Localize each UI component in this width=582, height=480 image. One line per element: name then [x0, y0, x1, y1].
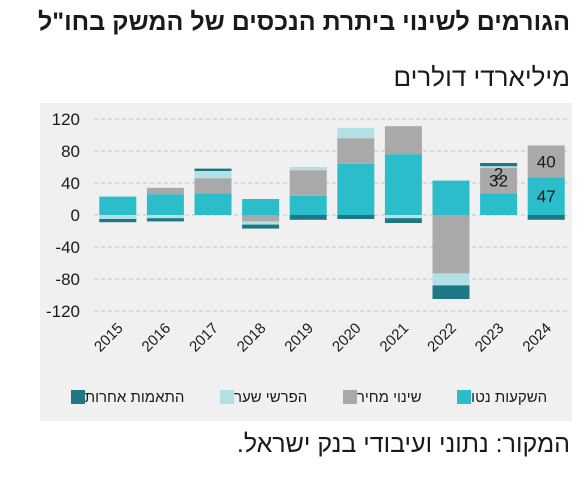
y-tick-label: 40	[61, 174, 80, 193]
bar-segment	[384, 215, 422, 219]
legend-label: שינוי מחיר	[356, 388, 422, 406]
data-label: 40	[537, 152, 556, 171]
legend-swatch	[70, 390, 85, 404]
bar-segment	[289, 170, 327, 196]
x-tick-label: 2019	[281, 320, 317, 356]
bar-segment	[99, 196, 137, 215]
legend-swatch	[219, 390, 234, 404]
bar-segment	[480, 166, 518, 168]
y-tick-label: -120	[46, 302, 80, 321]
bar-segment	[289, 215, 327, 220]
bar-segment	[432, 285, 470, 299]
x-tick-label: 2020	[329, 320, 365, 356]
bar-segment	[289, 195, 327, 215]
bar-segment	[146, 187, 184, 195]
bar-segment	[242, 221, 280, 225]
y-tick-label: 0	[71, 206, 80, 225]
x-tick-label: 2024	[519, 320, 555, 356]
bar-segment	[480, 167, 518, 194]
x-tick-label: 2021	[377, 320, 413, 356]
y-tick-label: -80	[55, 270, 80, 289]
bar-segment	[194, 178, 232, 194]
bar-segment	[480, 193, 518, 215]
legend-item: התאמות אחרות	[65, 388, 185, 406]
bar-segment	[527, 145, 565, 178]
legend-item: השקעות נטו	[451, 389, 547, 406]
legend-label: התאמות אחרות	[84, 388, 185, 406]
bar-segment	[194, 193, 232, 215]
chart-legend: השקעות נטו שינוי מחיר הפרשי שער התאמות אחרו…	[40, 382, 572, 412]
bar-segment	[527, 215, 565, 220]
bar-segment	[384, 126, 422, 155]
bar-segment	[384, 218, 422, 223]
x-tick-label: 2023	[472, 320, 508, 356]
bar-segment	[432, 273, 470, 286]
bar-segment	[146, 194, 184, 215]
bar-segment	[480, 163, 518, 167]
bar-segment	[337, 163, 375, 215]
x-tick-label: 2017	[186, 320, 222, 356]
bar-segment	[146, 218, 184, 222]
data-label: 32	[489, 172, 508, 191]
bar-segment	[384, 154, 422, 215]
x-tick-label: 2022	[424, 320, 460, 356]
chart-subtitle: מיליארדי דולרים	[393, 62, 570, 92]
source-note: המקור: נתוני ועיבודי בנק ישראל.	[236, 430, 570, 458]
bar-segment	[527, 177, 565, 215]
bar-segment	[146, 215, 184, 219]
x-tick-label: 2018	[234, 320, 270, 356]
legend-swatch	[457, 390, 472, 404]
bar-segment	[337, 138, 375, 164]
legend-label: השקעות נטו	[471, 388, 548, 406]
bar-segment	[337, 127, 375, 139]
chart-svg: 120 80 40 0 -40 -80 -120 2015 2016 2017 2018 2019 20…	[46, 110, 570, 356]
data-label: 47	[537, 187, 556, 206]
y-tick-label: 120	[52, 110, 80, 129]
legend-label: הפרשי שער	[233, 388, 308, 406]
bar-segment	[242, 199, 280, 215]
legend-swatch	[342, 390, 357, 404]
bar-segment	[337, 215, 375, 219]
y-tick-label: 80	[61, 142, 80, 161]
bar-segment	[194, 171, 232, 179]
bar-segment	[289, 167, 327, 171]
bar-segment	[99, 215, 137, 219]
bar-segment	[194, 168, 232, 171]
bar-segment	[432, 215, 470, 274]
chart-title: הגורמים לשינוי ביתרת הנכסים של המשק בחו"…	[37, 8, 570, 36]
bar-segment	[432, 180, 470, 215]
chart-panel: 120 80 40 0 -40 -80 -120 2015 2016 2017 2018 2019 20…	[40, 103, 572, 421]
y-tick-label: -40	[55, 238, 80, 257]
bar-segment	[242, 215, 280, 222]
x-tick-label: 2016	[139, 320, 175, 356]
x-tick-label: 2015	[91, 320, 127, 356]
legend-item: הפרשי שער	[214, 389, 307, 406]
bar-segment	[242, 224, 280, 229]
data-label: 2	[494, 164, 503, 183]
bar-segment	[99, 219, 137, 223]
legend-item: שינוי מחיר	[337, 389, 422, 406]
